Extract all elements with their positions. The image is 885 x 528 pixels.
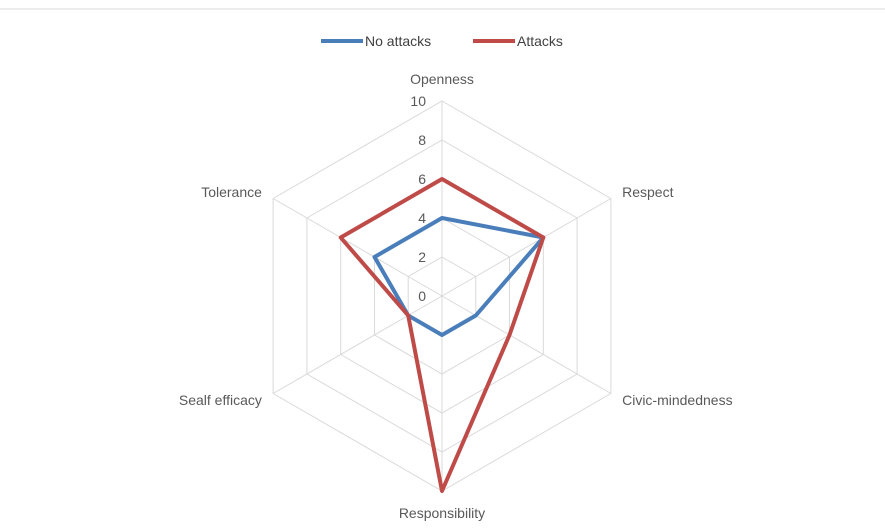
tick-label-6: 6 [418, 171, 426, 187]
category-label-responsibility: Responsibility [399, 505, 485, 521]
spoke-2 [441, 295, 612, 394]
tick-label-0: 0 [418, 288, 426, 304]
tick-label-10: 10 [410, 93, 426, 109]
spoke-5 [272, 198, 443, 297]
category-label-respect: Respect [622, 184, 673, 200]
tick-label-2: 2 [418, 249, 426, 265]
series-no-attacks [372, 216, 546, 337]
series-layer [338, 177, 546, 493]
category-label-civic-mindedness: Civic-mindedness [622, 392, 732, 408]
category-label-sealf-efficacy: Sealf efficacy [179, 392, 262, 408]
spoke-1 [441, 198, 612, 297]
tick-label-8: 8 [418, 132, 426, 148]
category-label-tolerance: Tolerance [201, 184, 262, 200]
legend-label-attacks: Attacks [517, 33, 563, 49]
legend: No attacks Attacks [321, 33, 563, 49]
category-label-openness: Openness [410, 71, 474, 87]
tick-label-4: 4 [418, 210, 426, 226]
radar-grid [272, 100, 612, 492]
legend-label-no-attacks: No attacks [365, 33, 431, 49]
category-labels: Openness Respect Civic-mindedness Responsib… [179, 71, 733, 521]
spoke-4 [272, 295, 443, 394]
radial-axis-ticks: 0 2 4 6 8 10 [410, 93, 426, 304]
series-attacks [338, 177, 546, 493]
